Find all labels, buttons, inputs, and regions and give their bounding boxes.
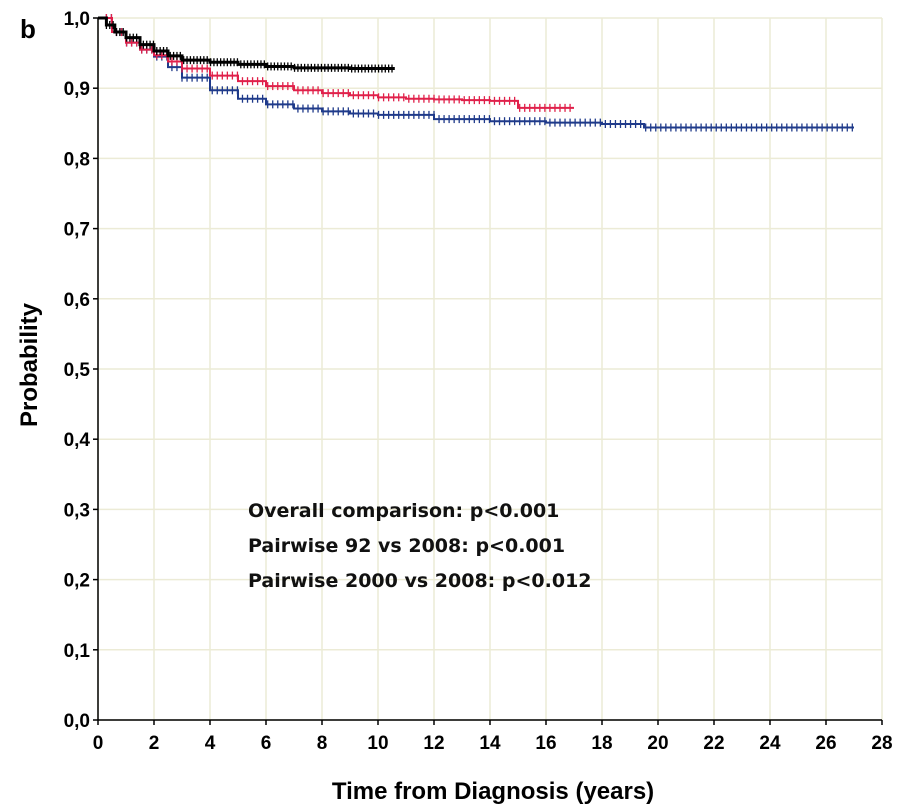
- x-tick-label: 22: [703, 733, 724, 754]
- x-axis-label: Time from Diagnosis (years): [331, 778, 655, 805]
- x-tick-label: 24: [759, 733, 781, 754]
- panel-label: b: [20, 14, 36, 44]
- y-tick-label: 0,5: [64, 360, 91, 381]
- y-tick-label: 0,2: [64, 571, 90, 592]
- x-tick-label: 20: [647, 733, 668, 754]
- y-tick-label: 0,6: [64, 290, 90, 311]
- y-axis-label: Probability: [16, 302, 43, 428]
- x-tick-label: 6: [261, 733, 272, 754]
- x-tick-label: 4: [205, 733, 216, 754]
- survival-curve-1: [98, 17, 854, 129]
- y-tick-label: 0,3: [64, 500, 90, 521]
- x-tick-label: 14: [479, 733, 501, 754]
- censor-marks-3: [105, 21, 393, 73]
- annotation-pairwise-92-2008: Pairwise 92 vs 2008: p<0.001: [248, 535, 566, 557]
- y-tick-label: 1,0: [64, 9, 90, 30]
- y-tick-label: 0,4: [64, 430, 91, 451]
- censor-marks-2: [105, 14, 571, 112]
- x-tick-label: 16: [535, 733, 556, 754]
- y-tick-label: 0,9: [64, 79, 90, 100]
- survival-curves: [98, 14, 854, 132]
- y-tick-labels: 0,0 0,1 0,2 0,3 0,4 0,5 0,6 0,7 0,8 0,9 1,0: [64, 9, 98, 732]
- gridlines: [97, 17, 883, 721]
- y-tick-label: 0,8: [64, 149, 90, 170]
- survival-curve-3: [98, 16, 395, 71]
- x-tick-label: 10: [367, 733, 388, 754]
- y-tick-label: 0,7: [64, 220, 90, 241]
- x-tick-labels: 0 2 4 6 8 10 12 14 16 18 20 22 24 26 28: [93, 720, 893, 754]
- x-tick-label: 12: [423, 733, 444, 754]
- x-tick-label: 28: [871, 733, 892, 754]
- annotation-overall: Overall comparison: p<0.001: [248, 500, 560, 522]
- y-tick-label: 0,0: [64, 711, 90, 732]
- annotation-pairwise-2000-2008: Pairwise 2000 vs 2008: p<0.012: [248, 570, 592, 592]
- x-tick-label: 0: [93, 733, 104, 754]
- x-tick-label: 2: [149, 733, 160, 754]
- y-tick-label: 0,1: [64, 641, 91, 662]
- x-tick-label: 8: [317, 733, 328, 754]
- x-tick-label: 26: [815, 733, 836, 754]
- x-tick-label: 18: [591, 733, 612, 754]
- censor-marks-1: [105, 14, 853, 132]
- survival-curve-2: [98, 17, 574, 109]
